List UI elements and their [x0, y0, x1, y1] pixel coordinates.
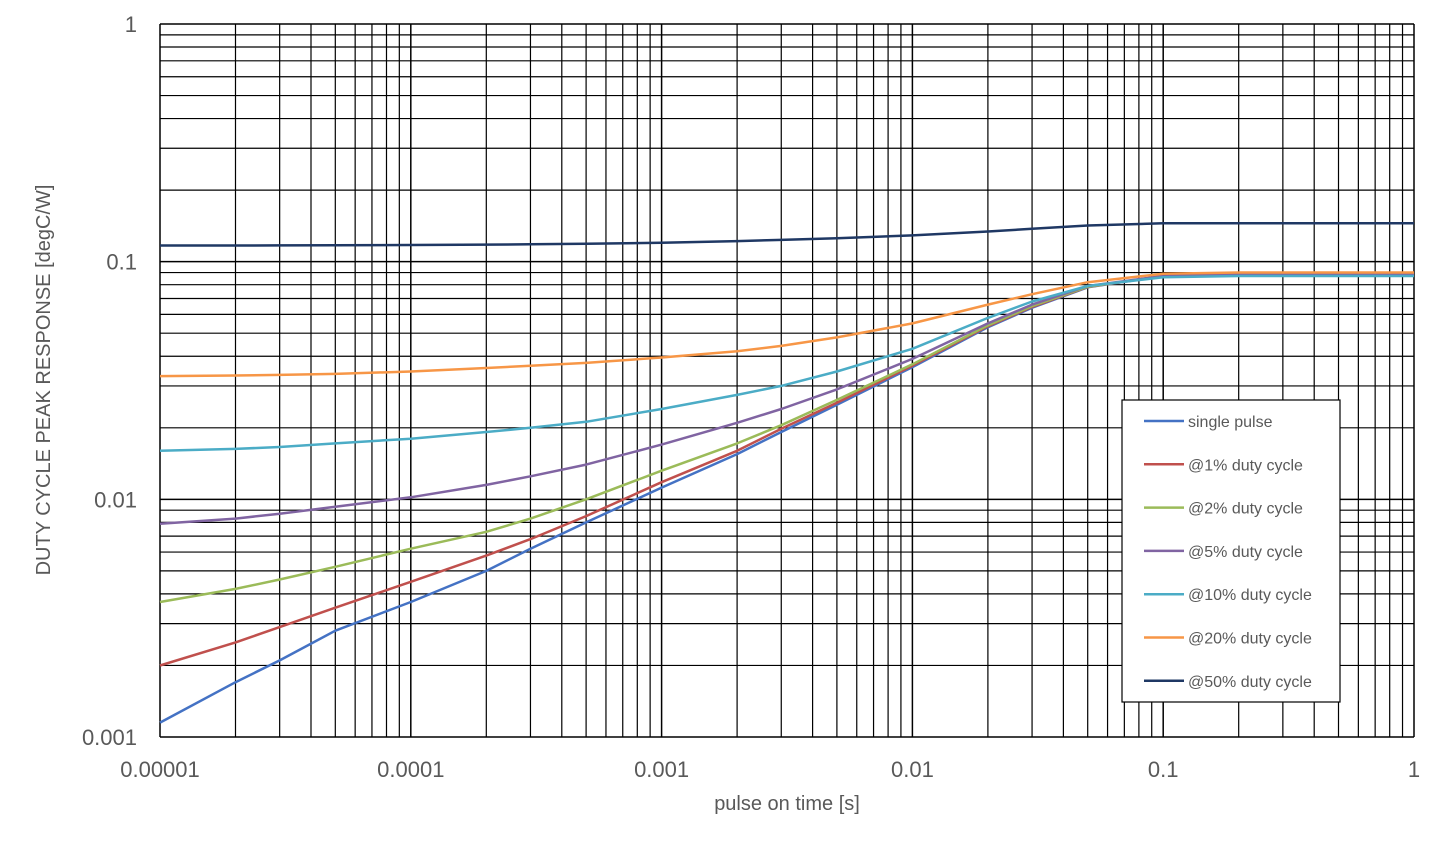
- x-tick-label: 1: [1408, 757, 1420, 782]
- legend-label: @10% duty cycle: [1188, 587, 1312, 604]
- x-axis-tick-labels: 0.00001 0.0001 0.001 0.01 0.1 1: [120, 757, 1420, 782]
- legend-label: single pulse: [1188, 414, 1273, 431]
- y-tick-label: 1: [125, 12, 137, 37]
- legend-label: @5% duty cycle: [1188, 544, 1303, 561]
- x-tick-label: 0.01: [891, 757, 934, 782]
- x-tick-label: 0.0001: [377, 757, 444, 782]
- legend-label: @50% duty cycle: [1188, 674, 1312, 691]
- series-lines: [159, 222, 1414, 724]
- x-axis-title: pulse on time [s]: [714, 793, 860, 815]
- series-line-4: [159, 274, 1414, 453]
- legend-label: @20% duty cycle: [1188, 631, 1312, 648]
- series-line-6: [160, 222, 1414, 247]
- legend: single pulse @1% duty cycle @2% duty cycle…: [1121, 399, 1341, 703]
- legend-label: @1% duty cycle: [1188, 457, 1303, 474]
- y-axis-tick-labels: 0.001 0.01 0.1 1: [82, 12, 137, 750]
- x-tick-label: 0.00001: [120, 757, 200, 782]
- series-line-5: [159, 271, 1414, 378]
- x-tick-label: 0.1: [1148, 757, 1179, 782]
- y-tick-label: 0.01: [94, 487, 137, 512]
- y-tick-label: 0.1: [106, 250, 137, 275]
- legend-label: @2% duty cycle: [1188, 501, 1303, 518]
- y-axis-title: DUTY CYCLE PEAK RESPONSE [degC/W]: [33, 185, 55, 576]
- x-tick-label: 0.001: [634, 757, 689, 782]
- y-tick-label: 0.001: [82, 725, 137, 750]
